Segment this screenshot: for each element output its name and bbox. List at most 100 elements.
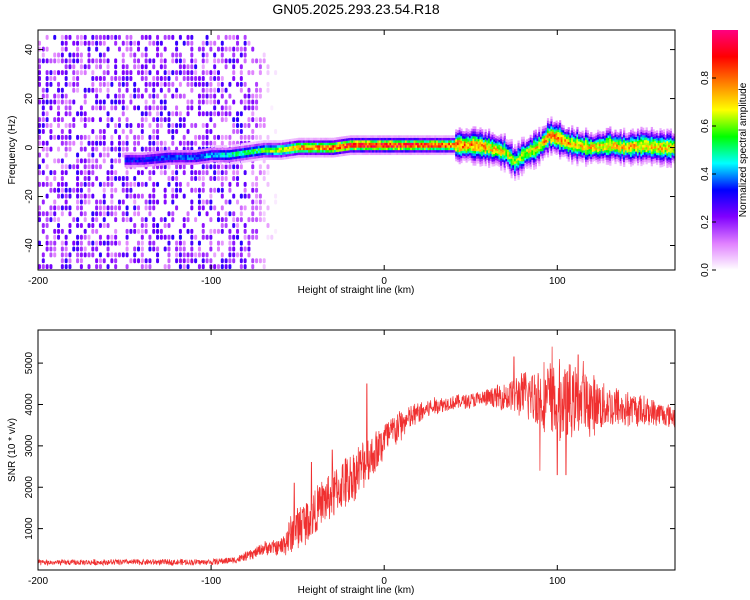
spectrogram-cell (192, 162, 195, 165)
spectrogram-cell (218, 154, 221, 158)
spectrogram-cell (543, 155, 546, 158)
spectrogram-cell (266, 140, 269, 143)
spectrogram-cell (262, 211, 266, 217)
spectrogram-cell (636, 128, 640, 132)
spectrogram-cell (110, 205, 114, 211)
spectrogram-cell (98, 222, 102, 228)
spectrogram-cell (569, 147, 572, 151)
spectrogram-cell (321, 152, 325, 156)
spectrogram-cell (655, 147, 659, 151)
spectrogram-cell (370, 152, 373, 156)
spectrogram-cell (623, 147, 626, 150)
spectrogram-cell (649, 157, 652, 161)
spectrogram-cell (239, 211, 243, 217)
spectrogram-cell (239, 81, 243, 87)
spectrogram-cell (163, 99, 167, 105)
spectrogram-cell (370, 142, 373, 146)
spectrogram-cell (72, 140, 76, 146)
spectrogram-cell (297, 152, 300, 156)
spectrogram-cell (228, 264, 232, 270)
spectrogram-cell (619, 131, 622, 135)
spectrogram-cell (595, 132, 598, 136)
spectrogram-cell (351, 145, 354, 148)
spectrogram-cell (290, 138, 293, 142)
spectrogram-cell (647, 145, 650, 149)
spectrogram-cell (64, 93, 68, 99)
spectrogram-cell (179, 157, 183, 160)
spectrogram-cell (484, 139, 487, 142)
spectrogram-cell (167, 264, 171, 270)
spectrogram-cell (204, 153, 207, 157)
spectrogram-cell (346, 143, 349, 146)
spectrogram-cell (117, 123, 121, 129)
spectrogram-cell (529, 154, 532, 158)
spectrogram-cell (559, 120, 562, 123)
spectrogram-cell (175, 170, 179, 176)
spectrogram-cell (138, 152, 141, 156)
spectrogram-cell (258, 134, 262, 140)
spectrogram-cell (220, 187, 224, 193)
spectrogram-cell (280, 150, 283, 153)
spectrogram-cell (486, 145, 489, 148)
spectrogram-cell (358, 145, 361, 148)
spectrogram-cell (41, 222, 45, 228)
spectrogram-cell (290, 141, 293, 144)
spectrogram-cell (514, 144, 517, 147)
spectrogram-cell (60, 58, 64, 64)
spectrogram-cell (484, 156, 487, 159)
spectrogram-cell (220, 105, 224, 111)
spectrogram-cell (125, 228, 129, 234)
spectrogram-cell (53, 117, 57, 123)
spectrogram-cell (83, 199, 87, 205)
spectrogram-cell (605, 130, 608, 133)
spectrogram-cell (500, 136, 503, 139)
spectrogram-cell (385, 140, 389, 143)
spectrogram-cell (361, 135, 364, 138)
spectrogram-cell (147, 159, 150, 162)
spectrogram-cell (365, 150, 368, 153)
spectrogram-cell (264, 147, 267, 151)
spectrogram-cell (106, 181, 110, 187)
spectrogram-cell (519, 158, 522, 162)
spectrogram-cell (548, 126, 551, 129)
spectrogram-cell (181, 152, 184, 156)
spectrogram-cell (201, 64, 205, 70)
spectrogram-cell (38, 70, 41, 76)
spectrogram-cell (266, 222, 270, 228)
spectrogram-cell (216, 154, 219, 158)
spectrogram-cell (205, 34, 209, 40)
spectrogram-cell (159, 217, 163, 223)
spectrogram-cell (117, 240, 121, 246)
spectrogram-cell (510, 163, 513, 167)
spectrogram-cell (373, 145, 377, 148)
spectrogram-cell (106, 81, 110, 87)
spectrogram-cell (266, 142, 269, 146)
spectrogram-cell (53, 134, 57, 140)
spectrogram-cell (430, 135, 434, 138)
spectrogram-cell (462, 153, 465, 156)
spectrogram-cell (201, 81, 205, 87)
spectrogram-cell (205, 70, 209, 76)
spectrogram-cell (654, 138, 657, 142)
spectrogram-cell (441, 145, 444, 148)
spectrogram-cell (64, 170, 68, 176)
spectrogram-cell (171, 52, 175, 58)
spectrogram-cell (240, 158, 243, 161)
spectrogram-cell (486, 159, 489, 163)
spectrogram-cell (133, 58, 137, 64)
spectrogram-cell (175, 76, 179, 82)
spectrogram-cell (422, 150, 425, 153)
spectrogram-cell (106, 87, 110, 93)
spectrogram-cell (159, 170, 163, 176)
spectrogram-cell (661, 144, 664, 148)
spectrogram-cell (607, 137, 610, 141)
spectrogram-cell (98, 152, 102, 158)
spectrogram-cell (144, 87, 148, 93)
spectrogram-cell (133, 270, 136, 275)
spectrogram-cell (224, 147, 228, 151)
spectrogram-cell (152, 134, 156, 140)
spectrogram-cell (489, 133, 492, 137)
spectrogram-cell (206, 270, 209, 275)
spectrogram-cell (182, 123, 186, 129)
